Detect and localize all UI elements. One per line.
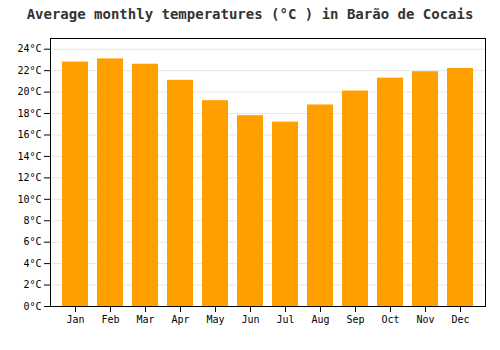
- svg-text:4°C: 4°C: [23, 258, 41, 269]
- svg-text:10°C: 10°C: [17, 194, 41, 205]
- svg-text:2°C: 2°C: [23, 279, 41, 290]
- svg-text:Dec: Dec: [451, 314, 469, 325]
- svg-text:0°C: 0°C: [23, 301, 41, 312]
- svg-text:16°C: 16°C: [17, 129, 41, 140]
- svg-text:Nov: Nov: [416, 314, 434, 325]
- svg-text:Apr: Apr: [171, 314, 189, 325]
- svg-text:Sep: Sep: [346, 314, 364, 325]
- svg-text:Jul: Jul: [276, 314, 294, 325]
- svg-text:Jan: Jan: [66, 314, 84, 325]
- svg-text:24°C: 24°C: [17, 43, 41, 54]
- svg-text:Oct: Oct: [381, 314, 399, 325]
- svg-text:Jun: Jun: [241, 314, 259, 325]
- html-text:Average monthly temperatures (: Average monthly temperatures (°C ) in Ba…: [26, 6, 474, 22]
- svg-text:Feb: Feb: [101, 314, 119, 325]
- svg-text:18°C: 18°C: [17, 108, 41, 119]
- svg-text:May: May: [206, 314, 224, 325]
- svg-text:12°C: 12°C: [17, 172, 41, 183]
- svg-text:6°C: 6°C: [23, 236, 41, 247]
- svg-text:20°C: 20°C: [17, 86, 41, 97]
- svg-text:Aug: Aug: [311, 314, 329, 325]
- svg-text:14°C: 14°C: [17, 151, 41, 162]
- svg-text:Mar: Mar: [136, 314, 154, 325]
- svg-text:22°C: 22°C: [17, 65, 41, 76]
- svg-text:8°C: 8°C: [23, 215, 41, 226]
